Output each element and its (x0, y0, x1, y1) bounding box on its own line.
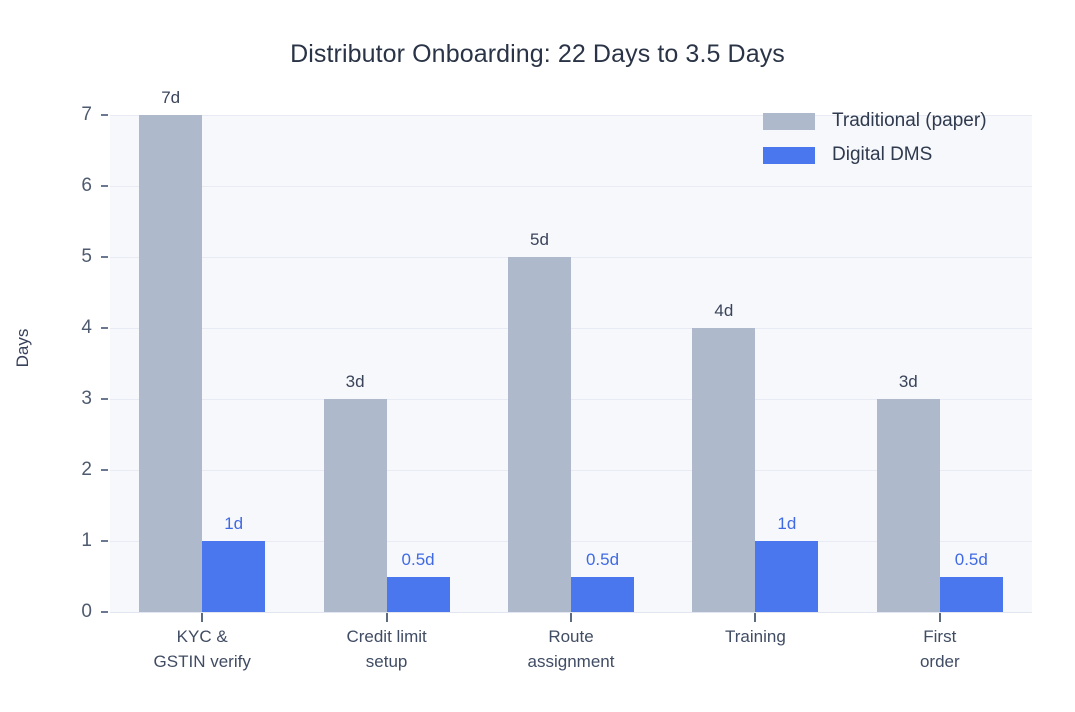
x-tick-mark (754, 613, 757, 622)
legend: Traditional (paper) Digital DMS (763, 104, 987, 172)
gridline (110, 399, 1032, 400)
y-tick-mark (101, 540, 108, 542)
y-tick-label: 3 (81, 388, 92, 409)
bar[interactable] (939, 576, 1003, 612)
x-tick-mark (570, 613, 572, 622)
bar[interactable] (755, 541, 819, 612)
bar-value-label: 0.5d (401, 549, 435, 569)
y-tick-label: 2 (81, 459, 92, 480)
bar-value-label: 0.5d (954, 549, 988, 569)
x-tick-label: Credit limit setup (346, 627, 427, 671)
y-tick-mark (101, 327, 108, 329)
gridline (110, 612, 1032, 613)
x-tick-mark (201, 613, 204, 622)
legend-label: Traditional (paper) (832, 110, 987, 131)
y-axis-title: Days (13, 328, 32, 368)
y-tick-label: 1 (81, 530, 92, 551)
gridline (110, 115, 1032, 116)
y-tick-mark (101, 469, 108, 471)
x-tick-label: KYC & GSTIN verify (153, 627, 251, 671)
bar[interactable] (508, 257, 571, 612)
legend-swatch-icon (763, 146, 815, 164)
y-tick-mark (101, 611, 108, 613)
y-tick-mark (101, 114, 108, 116)
bar-value-label: 0.5d (585, 549, 620, 569)
y-tick-label: 5 (81, 246, 92, 267)
bar-value-label: 4d (714, 301, 734, 320)
gridline (110, 470, 1032, 471)
gridline (110, 541, 1032, 542)
bar[interactable] (692, 328, 756, 612)
y-tick-label: 4 (81, 317, 92, 338)
bar-value-label: 5d (530, 230, 549, 249)
x-tick-mark (385, 613, 388, 622)
legend-item-digital[interactable]: Digital DMS (763, 138, 987, 172)
bar-value-label: 7d (161, 88, 181, 107)
bar-value-label: 1d (777, 514, 797, 533)
bar[interactable] (202, 541, 266, 612)
bar[interactable] (876, 399, 940, 612)
y-tick-label: 7 (81, 104, 92, 125)
bar[interactable] (571, 576, 634, 612)
y-tick-label: 0 (81, 601, 92, 622)
y-tick-mark (101, 398, 108, 400)
bar-value-label: 1d (224, 514, 244, 533)
chart-title: Distributor Onboarding: 22 Days to 3.5 D… (290, 40, 785, 68)
gridline (110, 186, 1032, 187)
x-tick-mark (938, 613, 941, 622)
bar-value-label: 3d (898, 372, 918, 391)
legend-label: Digital DMS (832, 144, 933, 165)
y-tick-label: 6 (81, 175, 92, 196)
bar[interactable] (386, 576, 450, 612)
gridline (110, 328, 1032, 329)
bar[interactable] (139, 115, 203, 612)
y-tick-mark (101, 185, 108, 187)
plot-area (110, 115, 1032, 613)
legend-swatch-icon (763, 112, 815, 130)
gridline (110, 257, 1032, 258)
x-tick-label: Route assignment (527, 627, 615, 671)
y-tick-mark (101, 256, 108, 258)
x-tick-label: Training (724, 627, 786, 646)
bar[interactable] (323, 399, 387, 612)
x-tick-label: First order (919, 627, 960, 671)
bar-value-label: 3d (345, 372, 365, 391)
legend-item-traditional[interactable]: Traditional (paper) (763, 104, 987, 138)
